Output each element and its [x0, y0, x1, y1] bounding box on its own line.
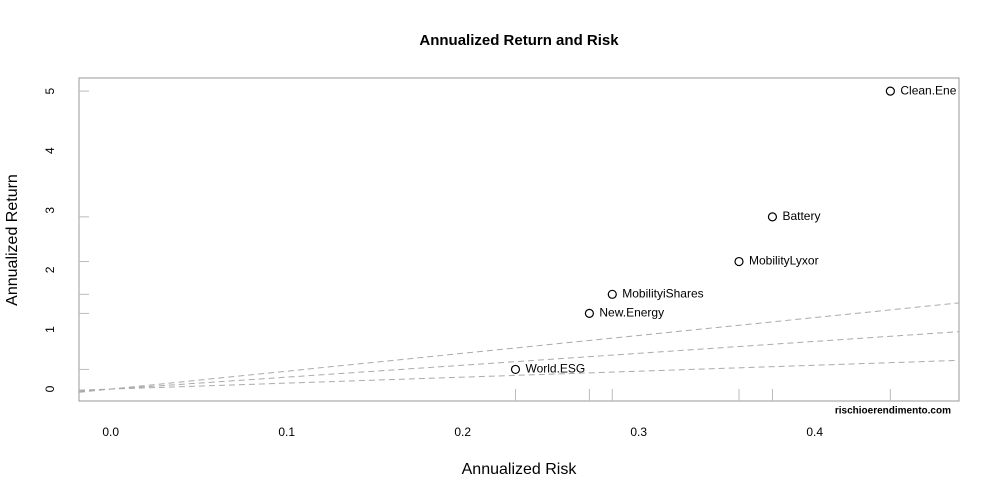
point-label: World.ESG	[525, 362, 585, 376]
y-tick-label: 1	[43, 326, 57, 333]
y-tick-label: 2	[43, 266, 57, 273]
point	[734, 256, 744, 267]
x-tick-label: 0.1	[278, 425, 295, 439]
x-axis-label: Annualized Risk	[462, 461, 578, 478]
y-tick-label: 4	[43, 147, 57, 154]
point-label: MobilityiShares	[622, 286, 703, 300]
x-tick-label: 0.0	[102, 425, 119, 439]
y-tick-label: 5	[43, 87, 57, 94]
sharpe-line	[79, 359, 959, 391]
point	[607, 289, 617, 299]
plot-area: Clean.Ene Battery MobilityLyxor MobilityiSh…	[79, 83, 959, 401]
point-label: Clean.Ene	[900, 83, 956, 97]
point	[510, 364, 521, 375]
y-tick-label: 0	[43, 385, 57, 392]
x-tick-label: 0.2	[454, 425, 471, 439]
x-tick-label: 0.3	[630, 425, 647, 439]
sharpe-line	[79, 302, 959, 393]
plot-frame	[78, 77, 960, 402]
x-tick-label: 0.4	[806, 425, 823, 439]
point-label: New.Energy	[599, 306, 664, 320]
point-label: Battery	[782, 209, 820, 223]
watermark: rischioerendimento.com	[835, 406, 951, 417]
point-label: MobilityLyxor	[749, 254, 819, 268]
point	[767, 212, 778, 222]
y-axis-label: Annualized Return	[4, 174, 21, 306]
sharpe-line	[79, 331, 959, 392]
chart-title: Annualized Return and Risk	[419, 32, 619, 49]
y-tick-label: 3	[43, 207, 57, 214]
point	[584, 308, 595, 318]
point	[885, 86, 895, 96]
